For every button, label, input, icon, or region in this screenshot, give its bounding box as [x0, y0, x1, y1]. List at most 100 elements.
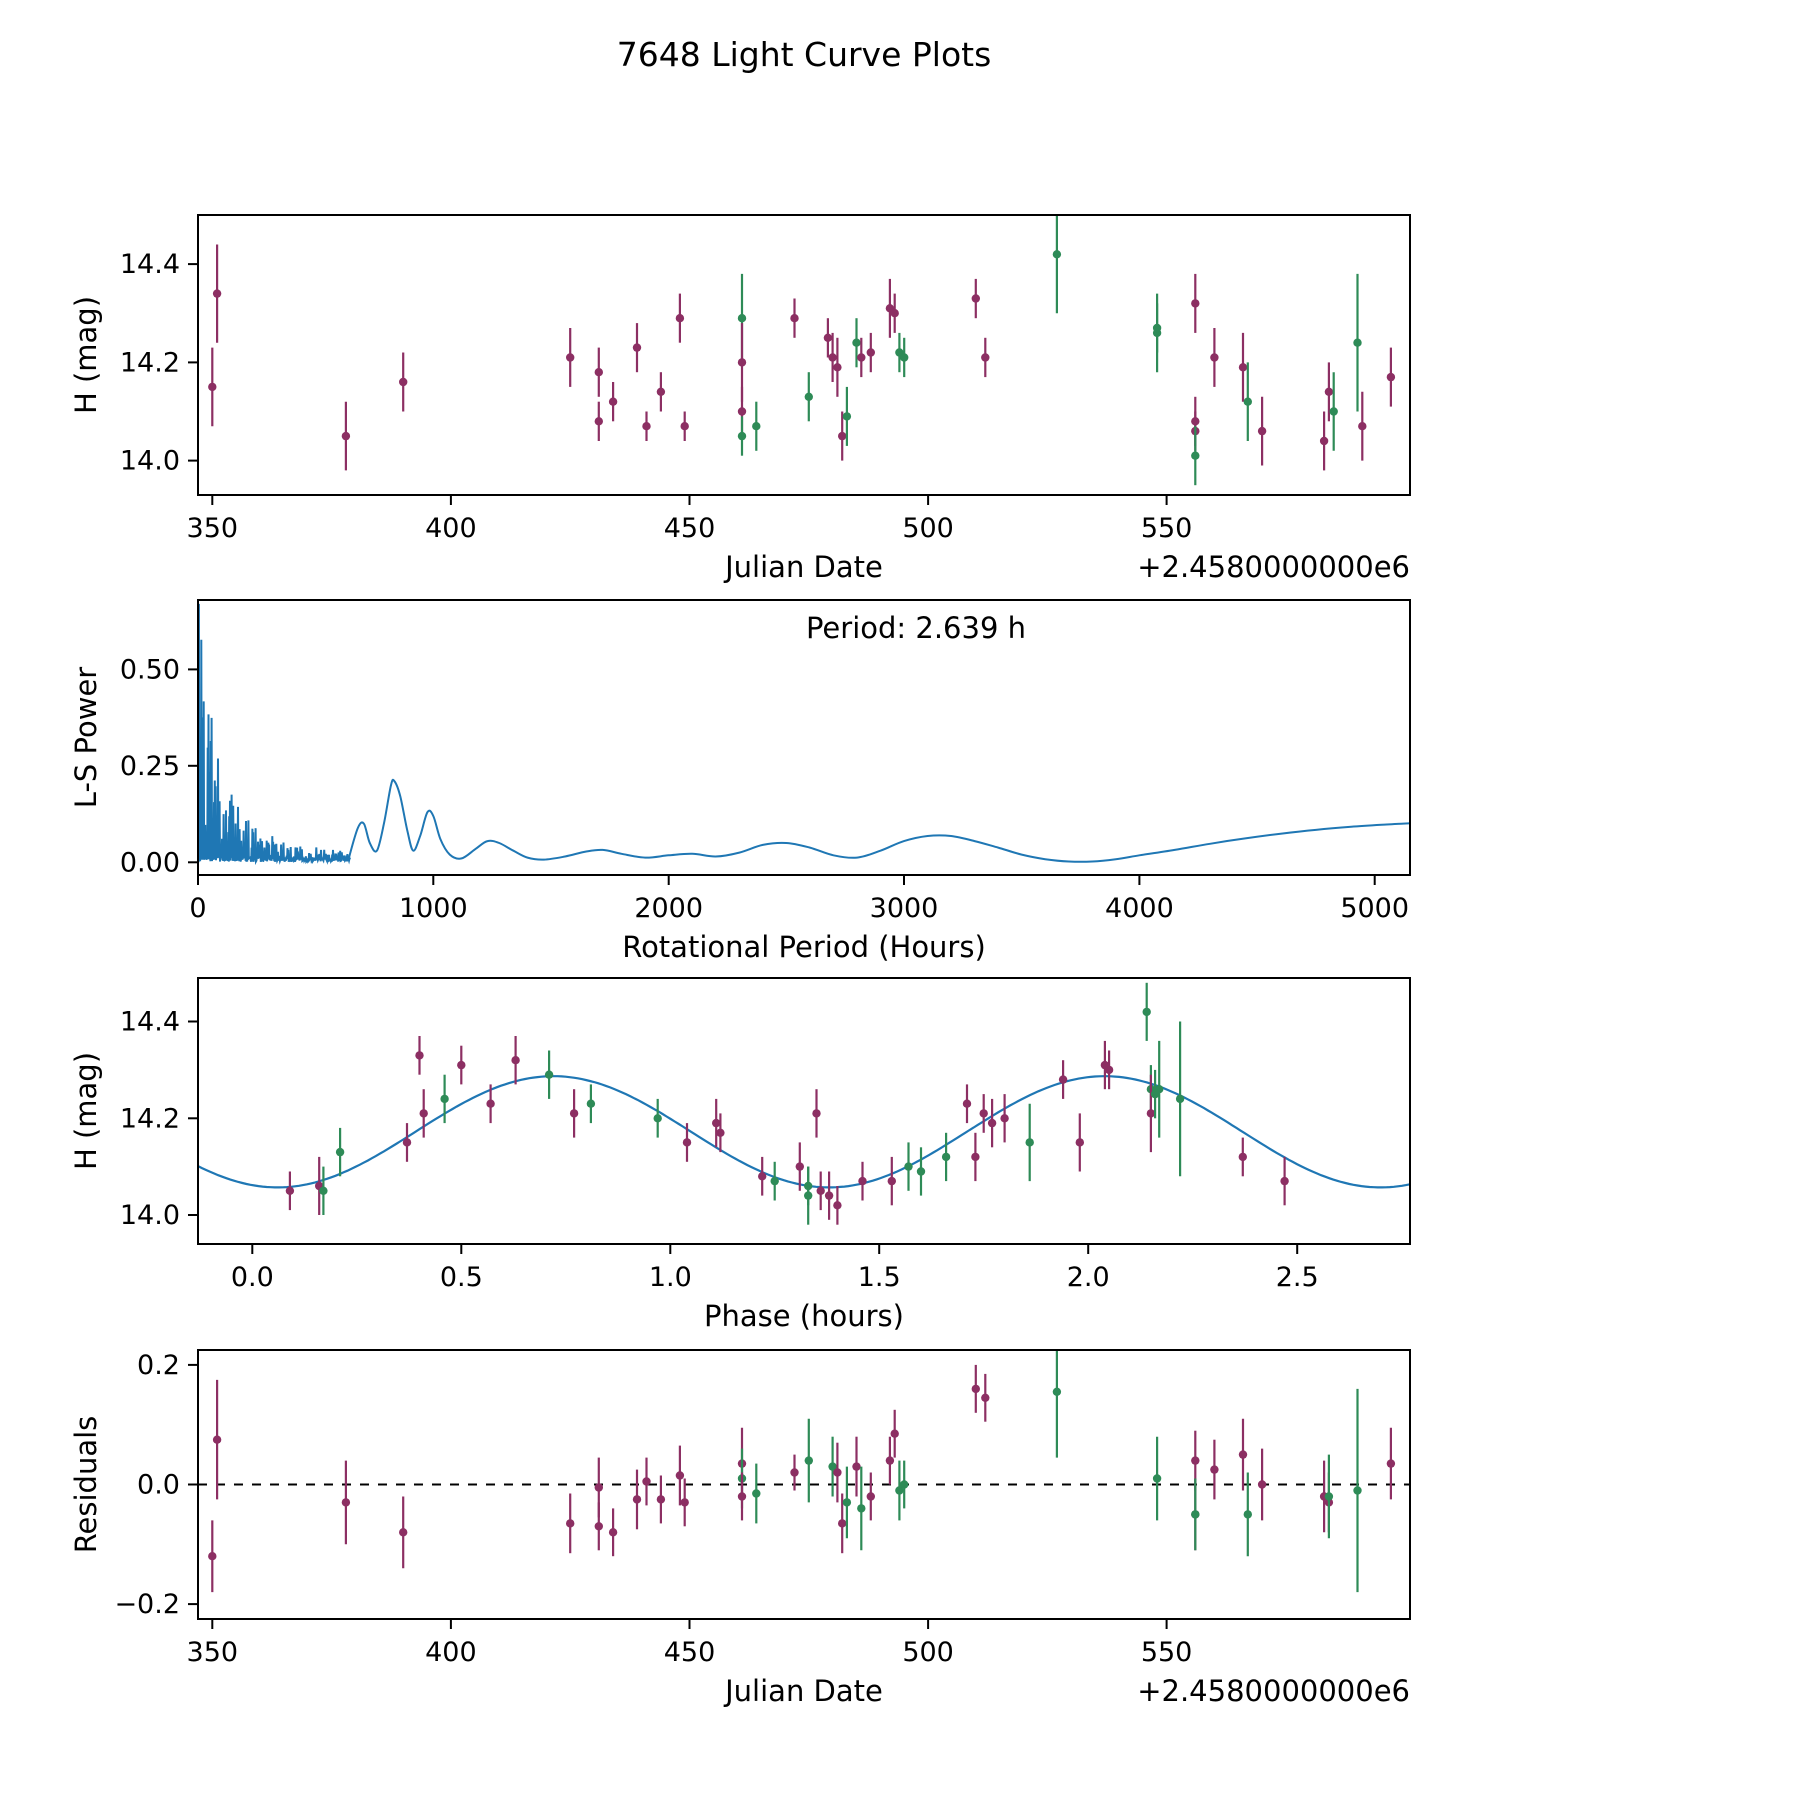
data-point [752, 1489, 761, 1498]
data-point [866, 1492, 875, 1501]
figure-title: 7648 Light Curve Plots [617, 35, 992, 74]
x-tick-label: 500 [902, 1637, 954, 1668]
y-tick-label: 14.0 [120, 446, 180, 477]
data-point [335, 1147, 345, 1157]
data-point [1191, 1510, 1200, 1519]
x-tick-label: 2000 [634, 893, 703, 924]
data-point [842, 412, 852, 421]
data-point [1058, 1075, 1068, 1084]
data-point [1238, 1152, 1248, 1162]
data-point [1025, 1138, 1034, 1147]
data-point [752, 422, 761, 431]
data-point [981, 1393, 990, 1403]
data-point [885, 1456, 895, 1465]
data-point [341, 431, 351, 441]
data-point [941, 1152, 951, 1162]
data-point [399, 377, 408, 387]
data-point [737, 407, 747, 416]
x-tick-label: 1.0 [649, 1262, 692, 1293]
x-tick-label: 2.5 [1276, 1262, 1319, 1293]
data-point [1146, 1109, 1156, 1118]
residuals-xlabel: Julian Date [723, 1674, 883, 1708]
data-point [544, 1070, 554, 1079]
data-point [804, 392, 813, 401]
data-point [675, 1471, 685, 1480]
data-point [341, 1498, 351, 1507]
data-point [838, 431, 847, 441]
residuals-plot: 350 400 450 500 550 −0.2 0.0 0.2 Julian Date +2.4… [69, 1349, 1411, 1708]
data-point [833, 363, 842, 372]
y-tick-label: 0.0 [137, 1470, 180, 1501]
data-point [1191, 1456, 1200, 1465]
data-point [656, 387, 666, 396]
data-point [804, 1191, 813, 1200]
data-point [212, 1435, 222, 1444]
data-point [1104, 1065, 1114, 1075]
data-point [1238, 363, 1248, 372]
data-point [971, 294, 980, 303]
data-point [812, 1109, 821, 1118]
x-tick-label: 400 [425, 1637, 477, 1668]
data-point [1210, 353, 1219, 362]
period-annotation: Period: 2.639 h [806, 611, 1026, 645]
data-point [680, 1498, 689, 1507]
data-point [890, 1429, 899, 1438]
data-point [852, 1462, 861, 1471]
data-point [632, 1495, 642, 1504]
x-tick-label: 1000 [399, 893, 468, 924]
periodogram-xlabel: Rotational Period (Hours) [622, 930, 986, 964]
x-tick-label: 3000 [870, 893, 939, 924]
data-point [890, 309, 899, 318]
data-point [1052, 1387, 1062, 1397]
axis-offset-label: +2.4580000000e6 [1137, 1674, 1410, 1708]
periodogram-plot: 0 1000 2000 3000 4000 5000 0.00 0.25 0.50 Rotatio… [69, 599, 1411, 964]
phase-plot: 0.0 0.5 1.0 1.5 2.0 2.5 14.0 14.2 14.4 Phase (hou… [69, 977, 1411, 1333]
data-point [415, 1051, 424, 1060]
periodogram-data-area [198, 603, 1410, 866]
data-point [486, 1099, 495, 1108]
y-tick-label: −0.2 [114, 1589, 180, 1620]
data-point [402, 1138, 412, 1147]
data-point [737, 431, 747, 441]
data-point [866, 348, 875, 357]
data-point [586, 1099, 596, 1108]
data-point [1353, 1486, 1362, 1495]
data-point [1257, 426, 1267, 436]
data-point [1191, 299, 1200, 308]
data-point [790, 314, 799, 323]
x-tick-label: 0 [189, 893, 206, 924]
data-point [857, 1504, 866, 1513]
data-point [566, 1519, 575, 1528]
data-point [833, 1468, 842, 1477]
data-point [656, 1495, 666, 1504]
data-point [981, 353, 990, 362]
data-point [1000, 1114, 1009, 1123]
data-point [682, 1138, 692, 1147]
data-point [208, 1552, 217, 1561]
data-point [680, 422, 689, 431]
data-point [1142, 1007, 1151, 1017]
data-point [770, 1176, 779, 1186]
lightcurve-frame [197, 214, 1411, 496]
residuals-data-area [198, 1350, 1410, 1593]
lightcurve-data-area [208, 215, 1396, 486]
x-tick-label: 2.0 [1067, 1262, 1110, 1293]
data-point [971, 1384, 980, 1394]
x-tick-label: 350 [187, 513, 239, 544]
data-point [838, 1519, 847, 1528]
x-tick-label: 450 [664, 1637, 716, 1668]
data-point [987, 1118, 997, 1128]
data-point [642, 422, 651, 431]
x-tick-label: 0.0 [231, 1262, 274, 1293]
data-point [979, 1109, 988, 1118]
data-point [790, 1468, 799, 1477]
data-point [828, 353, 837, 362]
data-point [212, 289, 222, 298]
x-tick-label: 500 [902, 513, 954, 544]
lightcurve-ylabel: H (mag) [69, 296, 103, 414]
data-point [1075, 1138, 1085, 1147]
data-point [1152, 323, 1162, 333]
data-point [319, 1186, 328, 1196]
data-point [1238, 1450, 1248, 1459]
data-point [1353, 338, 1362, 347]
